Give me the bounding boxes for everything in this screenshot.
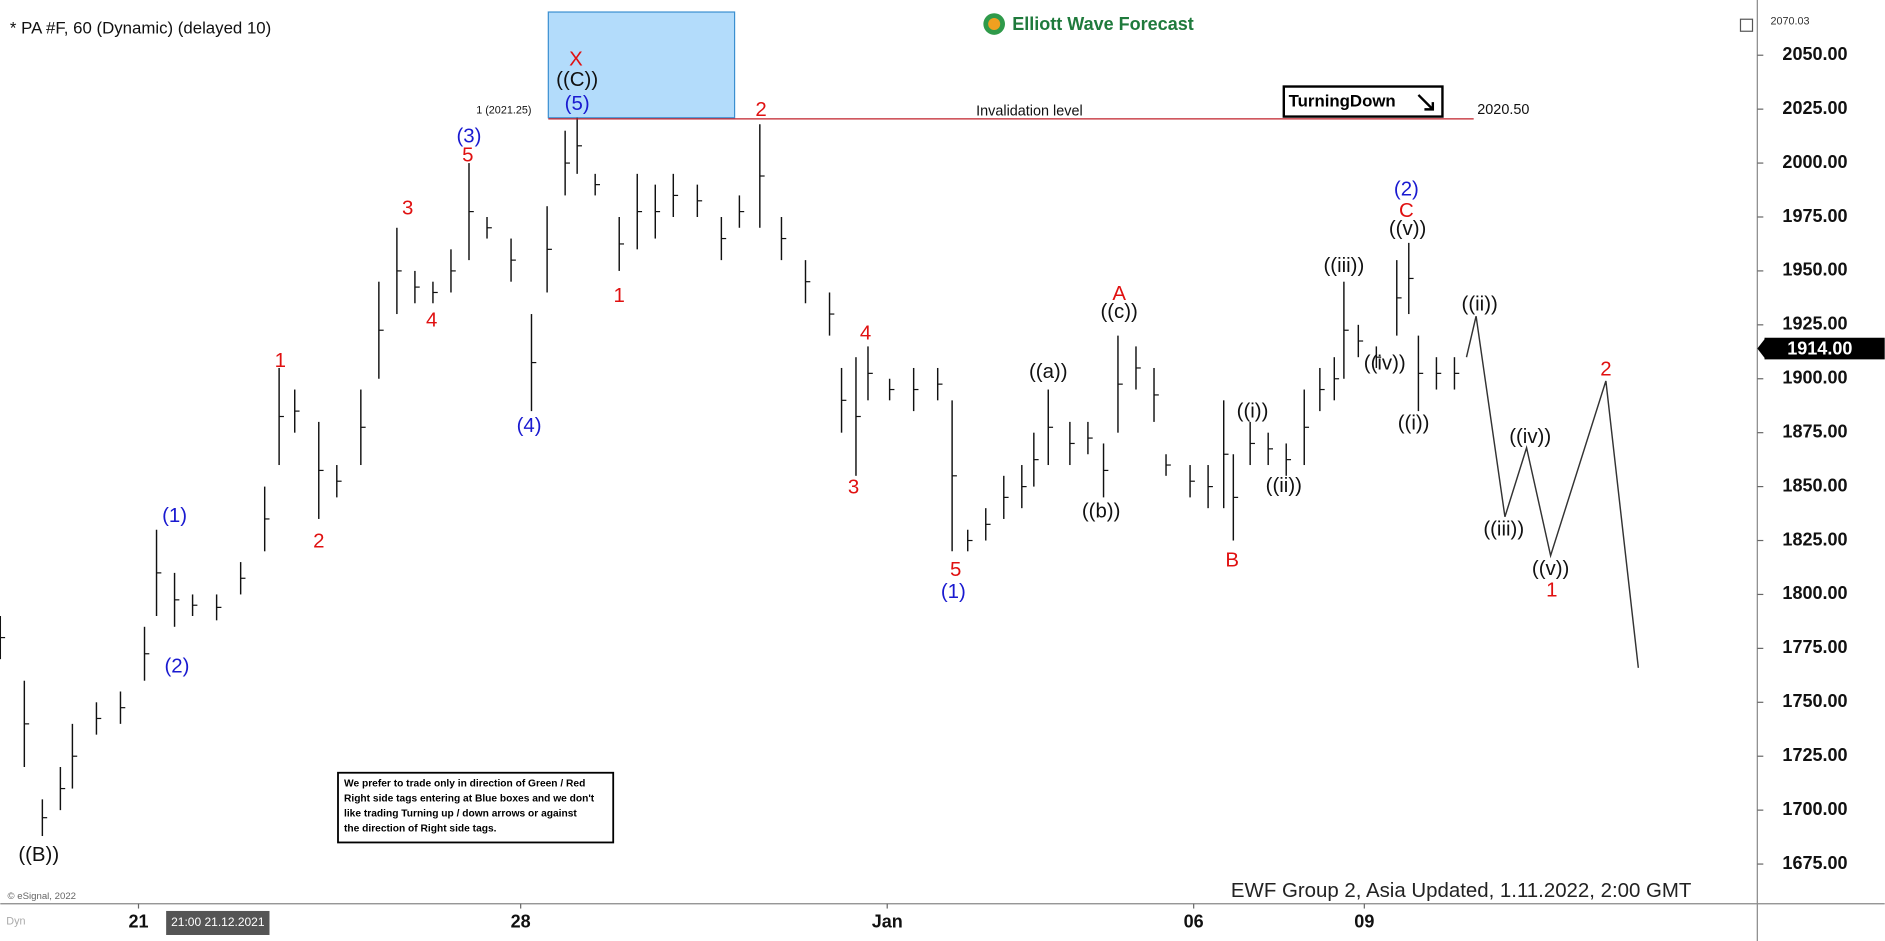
- wave-label: ((a)): [1029, 361, 1068, 383]
- y-tick-label: 1900.00: [1782, 368, 1847, 388]
- y-tick-label: 1800.00: [1782, 583, 1847, 603]
- disclaimer-box: [337, 771, 615, 844]
- disclaimer-line: We prefer to trade only in direction of …: [344, 778, 585, 789]
- x-tick-label: Jan: [872, 912, 903, 932]
- wave-label: 1: [275, 350, 286, 372]
- disclaimer-line: Right side tags entering at Blue boxes a…: [344, 793, 595, 804]
- wave-label: ((iii)): [1323, 255, 1364, 277]
- wave-label: ((ii)): [1266, 475, 1302, 497]
- wave-label: ((iv)): [1364, 353, 1406, 375]
- wave-label: (2): [1394, 178, 1419, 200]
- chart-title: * PA #F, 60 (Dynamic) (delayed 10): [10, 18, 271, 37]
- wave-label: ((i)): [1237, 401, 1269, 423]
- last-price-label: 1914.00: [1787, 339, 1852, 359]
- y-tick-label: 2050.00: [1782, 44, 1847, 64]
- wave-label: ((b)): [1082, 500, 1121, 522]
- y-tick-label: 1775.00: [1782, 637, 1847, 657]
- x-tick-label: 28: [511, 912, 531, 932]
- wave-label: (1): [941, 581, 966, 603]
- y-tick-label: 2025.00: [1782, 98, 1847, 118]
- wave-label: 2: [313, 530, 324, 552]
- wave-label: (3): [457, 125, 482, 147]
- y-tick-label: 1825.00: [1782, 529, 1847, 549]
- x-tick-label: 06: [1184, 912, 1204, 932]
- y-tick-label: 1950.00: [1782, 260, 1847, 280]
- y-tick-label: 1925.00: [1782, 314, 1847, 334]
- logo-icon: [988, 18, 1001, 31]
- x-tick-label: 21: [128, 912, 148, 932]
- wave-label: 2: [1600, 359, 1611, 381]
- wave-label: ((c)): [1100, 301, 1137, 323]
- projection-line: [1465, 316, 1640, 668]
- wave-label: X: [569, 48, 583, 70]
- invalidation-value: 2020.50: [1477, 102, 1529, 118]
- wave-label: 4: [426, 309, 437, 331]
- y-tick-label: 1975.00: [1782, 206, 1847, 226]
- wave-label: 4: [860, 322, 871, 344]
- turning-tag: TurningDown: [1289, 92, 1396, 111]
- wave-label: ((iv)): [1509, 426, 1551, 448]
- wave-label: ((ii)): [1462, 294, 1498, 316]
- wave-label: ((v)): [1532, 558, 1569, 580]
- wave-label: ((i)): [1398, 413, 1430, 435]
- turning-arrow: [1417, 94, 1435, 111]
- x-tick-label: 09: [1354, 912, 1374, 932]
- crosshair-label: 21:00 21.12.2021: [171, 915, 265, 929]
- copyright: © eSignal, 2022: [8, 891, 77, 902]
- fib-label: 1 (2021.25): [476, 104, 531, 116]
- wave-label: C: [1399, 200, 1414, 222]
- wave-label: 5: [462, 145, 473, 167]
- wave-label: 3: [402, 198, 413, 220]
- disclaimer-line: like trading Turning up / down arrows or…: [344, 808, 577, 819]
- y-tick-label: 1850.00: [1782, 475, 1847, 495]
- window-icon[interactable]: [1739, 18, 1754, 32]
- y-tick-label: 1750.00: [1782, 691, 1847, 711]
- mode: Dyn: [6, 916, 25, 928]
- wave-label: (1): [162, 505, 187, 527]
- y-tick-label: 1875.00: [1782, 421, 1847, 441]
- wave-label: B: [1225, 550, 1239, 572]
- top-price-label: 2070.03: [1771, 15, 1810, 27]
- wave-label: ((v)): [1389, 218, 1426, 240]
- wave-label: ((iii)): [1483, 518, 1524, 540]
- invalidation-label: Invalidation level: [976, 103, 1083, 119]
- wave-label: 1: [1546, 580, 1557, 602]
- wave-label: 5: [950, 559, 961, 581]
- logo: Elliott Wave Forecast: [1012, 14, 1194, 34]
- wave-label: (4): [517, 415, 542, 437]
- crosshair-box: [166, 910, 270, 935]
- y-tick-label: 1725.00: [1782, 745, 1847, 765]
- wave-label: ((B)): [18, 844, 59, 866]
- last-price-box: [1764, 337, 1885, 360]
- wave-label: 2: [755, 99, 766, 121]
- y-tick-label: 1700.00: [1782, 799, 1847, 819]
- wave-label: (2): [164, 655, 189, 677]
- footer: EWF Group 2, Asia Updated, 1.11.2022, 2:…: [1231, 880, 1692, 902]
- wave-label: 3: [848, 476, 859, 498]
- disclaimer-line: the direction of Right side tags.: [344, 823, 497, 834]
- turning-tag-box: [1282, 85, 1444, 118]
- last-price-pointer: [1757, 337, 1766, 360]
- blue-box: [547, 11, 736, 119]
- wave-label: (5): [565, 93, 590, 115]
- wave-label: ((C)): [556, 69, 598, 91]
- wave-label: A: [1112, 283, 1126, 305]
- y-tick-label: 1675.00: [1782, 853, 1847, 873]
- y-tick-label: 2000.00: [1782, 152, 1847, 172]
- wave-label: 1: [614, 285, 625, 307]
